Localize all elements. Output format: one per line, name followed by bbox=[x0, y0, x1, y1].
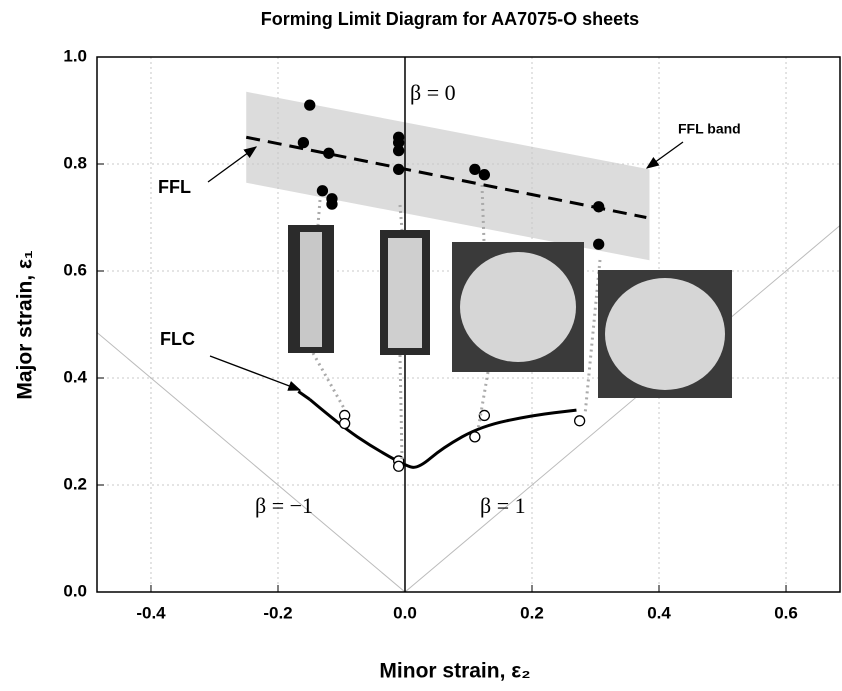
data-point bbox=[392, 163, 405, 176]
data-point bbox=[323, 147, 335, 159]
arrow bbox=[645, 141, 684, 169]
x-axis-label: Minor strain, ε₂ bbox=[379, 660, 530, 683]
annotation: β = −1 bbox=[255, 493, 313, 518]
y-tick-label: 0.4 bbox=[63, 367, 87, 386]
x-tick-label: -0.2 bbox=[263, 603, 292, 622]
reference-line bbox=[404, 225, 840, 592]
dashed-line bbox=[297, 390, 311, 401]
data-point bbox=[339, 417, 351, 430]
y-tick-label: 0.6 bbox=[63, 260, 87, 279]
plot-area bbox=[97, 57, 840, 592]
y-tick-label: 0.2 bbox=[63, 474, 87, 493]
data-point bbox=[304, 99, 316, 111]
data-point bbox=[316, 185, 329, 197]
chart-title: Forming Limit Diagram for AA7075-O sheet… bbox=[261, 9, 639, 29]
photo-specimen bbox=[300, 232, 322, 347]
arrow bbox=[207, 146, 258, 183]
flc-curve bbox=[308, 398, 577, 469]
y-tick-label: 0.0 bbox=[63, 581, 87, 600]
ffl-band bbox=[246, 91, 650, 261]
arrow bbox=[209, 355, 302, 391]
data-point bbox=[326, 198, 338, 210]
reference-line bbox=[97, 332, 406, 592]
x-tick-label: -0.4 bbox=[136, 603, 166, 622]
x-tick-label: 0.4 bbox=[647, 603, 671, 622]
annotation: FFL band bbox=[678, 121, 741, 137]
specimen-photos bbox=[288, 184, 732, 461]
x-tick-label: 0.2 bbox=[520, 603, 544, 622]
x-tick-label: 0.0 bbox=[393, 603, 417, 622]
annotation: β = 1 bbox=[480, 493, 526, 518]
y-axis-label: Major strain, ε₁ bbox=[14, 250, 37, 399]
annotation: FLC bbox=[160, 329, 195, 349]
data-point bbox=[469, 163, 481, 176]
dashed-line bbox=[245, 135, 647, 219]
x-tick-label: 0.6 bbox=[774, 603, 798, 622]
data-point bbox=[593, 201, 605, 213]
data-point bbox=[593, 238, 605, 250]
data-point bbox=[478, 169, 491, 181]
y-tick-label: 0.8 bbox=[63, 153, 87, 172]
data-point bbox=[392, 460, 405, 472]
annotation: FFL bbox=[158, 177, 191, 197]
data-point bbox=[297, 136, 310, 149]
plot-frame bbox=[96, 56, 841, 593]
data-point bbox=[392, 144, 405, 157]
data-point bbox=[469, 431, 481, 443]
data-point bbox=[573, 415, 586, 427]
photo-specimen bbox=[388, 238, 422, 348]
data-point bbox=[478, 409, 491, 422]
photo-connectors bbox=[311, 184, 602, 461]
annotation: β = 0 bbox=[410, 80, 456, 105]
y-tick-label: 1.0 bbox=[63, 46, 87, 65]
photo-specimen bbox=[605, 278, 725, 390]
photo-specimen bbox=[460, 252, 576, 362]
